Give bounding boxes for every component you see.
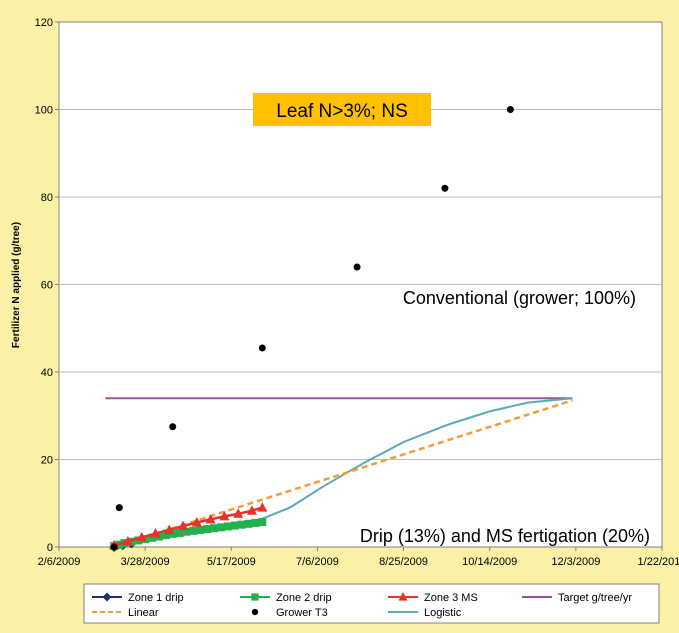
series-zone-3-ms xyxy=(109,502,268,550)
data-point-zone-2-drip xyxy=(210,524,219,533)
data-point-zone-3-ms xyxy=(246,505,257,515)
axis-layer: 0 20 40 60 80 100 120 2/6/2009 3/28/2009 5/17/200… xyxy=(35,17,679,568)
x-tick-label: 2/6/2009 xyxy=(38,556,81,568)
legend-marker-zone-3-ms xyxy=(398,592,408,601)
data-point-grower-t3 xyxy=(115,504,123,512)
legend-label-zone-2-drip: Zone 2 drip xyxy=(276,592,332,604)
legend-item-logistic: Logistic xyxy=(388,607,462,619)
data-point-zone-2-drip xyxy=(223,522,232,531)
data-point-zone-2-drip xyxy=(161,531,170,540)
series-logistic xyxy=(203,397,573,531)
legend-label-grower-t3: Grower T3 xyxy=(276,607,328,619)
legend-label-logistic: Logistic xyxy=(424,607,462,619)
annotation-layer: Leaf N>3%; NS Conventional (grower; 100%)… xyxy=(253,93,650,546)
x-tick-label: 12/3/2009 xyxy=(551,556,600,568)
data-point-zone-2-drip xyxy=(148,533,157,542)
legend-item-target-g-tree-yr: Target g/tree/yr xyxy=(522,592,632,604)
x-tick-label: 3/28/2009 xyxy=(121,556,170,568)
data-point-zone-2-drip xyxy=(237,520,246,529)
series-layer xyxy=(105,106,573,552)
legend-label-target-g-tree-yr: Target g/tree/yr xyxy=(558,592,632,604)
y-tick-label: 120 xyxy=(35,17,53,29)
legend: Zone 1 drip Zone 2 drip Zone 3 MS Target g/… xyxy=(83,583,660,624)
y-tick-label: 0 xyxy=(47,542,53,554)
data-point-zone-2-drip xyxy=(175,529,184,537)
legend-item-zone-1-drip: Zone 1 drip xyxy=(92,592,184,604)
data-point-zone-3-ms xyxy=(164,524,175,534)
data-point-zone-2-drip xyxy=(258,518,267,527)
data-point-grower-t3 xyxy=(353,263,361,271)
legend-box xyxy=(83,583,660,624)
data-point-grower-t3 xyxy=(258,344,266,352)
data-point-zone-2-drip xyxy=(216,523,225,532)
data-point-zone-2-drip xyxy=(127,537,136,546)
y-tick-label: 60 xyxy=(41,280,53,292)
legend-item-zone-2-drip: Zone 2 drip xyxy=(240,592,332,604)
legend-item-zone-3-ms: Zone 3 MS xyxy=(388,592,478,604)
data-point-zone-2-drip xyxy=(196,525,205,534)
data-point-zone-3-ms xyxy=(219,510,230,521)
x-tick-label: 5/17/2009 xyxy=(207,556,256,568)
y-axis-label: Fertilizer N applied (g/tree) xyxy=(11,222,22,348)
legend-label-zone-3-ms: Zone 3 MS xyxy=(424,592,478,604)
legend-label-linear: Linear xyxy=(128,607,159,619)
series-grower-t3 xyxy=(110,106,514,551)
data-point-zone-3-ms xyxy=(191,517,202,527)
data-point-grower-t3 xyxy=(169,423,177,431)
data-point-grower-t3 xyxy=(110,543,118,551)
data-point-zone-3-ms xyxy=(136,531,147,542)
annotation-drip-ms: Drip (13%) and MS fertigation (20%) xyxy=(360,526,650,546)
data-point-zone-2-drip xyxy=(230,521,239,530)
legend-item-linear: Linear xyxy=(92,607,159,619)
data-point-zone-3-ms xyxy=(150,527,161,538)
y-tick-label: 100 xyxy=(35,105,53,117)
series-line-linear xyxy=(113,399,573,549)
data-point-zone-2-drip xyxy=(189,526,198,535)
y-tick-label: 80 xyxy=(41,192,53,204)
series-line-logistic xyxy=(203,397,573,531)
x-tick-label: 7/6/2009 xyxy=(296,556,339,568)
legend-marker-zone-1-drip xyxy=(102,592,112,602)
annotation-leaf-n: Leaf N>3%; NS xyxy=(276,101,408,122)
annotation-box xyxy=(253,93,431,126)
annotation-conventional: Conventional (grower; 100%) xyxy=(403,288,636,308)
legend-label-zone-1-drip: Zone 1 drip xyxy=(128,592,184,604)
legend-item-grower-t3: Grower T3 xyxy=(251,607,328,619)
legend-marker-zone-2-drip xyxy=(251,593,259,601)
y-tick-label: 40 xyxy=(41,367,53,379)
data-point-zone-3-ms xyxy=(122,535,133,546)
data-point-zone-2-drip xyxy=(182,527,191,536)
x-tick-label: 8/25/2009 xyxy=(379,556,428,568)
data-point-zone-3-ms xyxy=(205,513,216,524)
legend-marker-grower-t3 xyxy=(251,608,259,616)
series-linear xyxy=(113,399,573,549)
x-tick-label: 10/14/2009 xyxy=(462,556,517,568)
data-point-zone-3-ms xyxy=(257,502,268,512)
x-tick-label: 1/22/2010 xyxy=(638,556,679,568)
data-point-zone-2-drip xyxy=(244,519,253,528)
data-point-grower-t3 xyxy=(506,106,514,113)
data-point-zone-3-ms xyxy=(178,520,189,530)
y-tick-label: 20 xyxy=(41,455,53,467)
data-point-zone-2-drip xyxy=(203,525,212,534)
data-point-zone-3-ms xyxy=(233,508,244,518)
data-point-grower-t3 xyxy=(441,184,449,192)
data-point-zone-2-drip xyxy=(251,518,260,527)
